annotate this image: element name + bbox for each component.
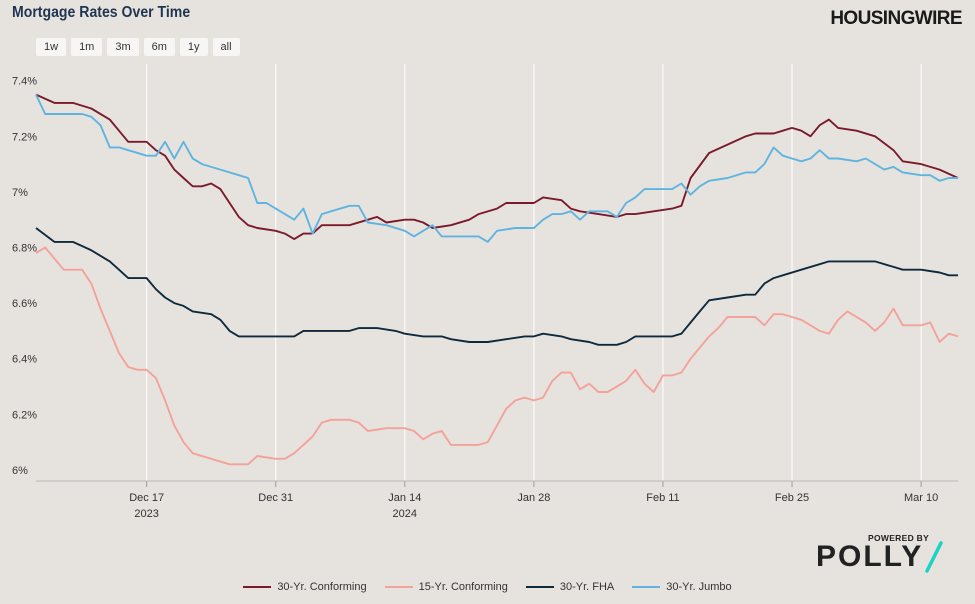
range-6m-button[interactable]: 6m bbox=[143, 38, 175, 56]
slash-icon bbox=[925, 541, 944, 573]
chart-title: Mortgage Rates Over Time bbox=[12, 4, 191, 21]
x-tick-label: Feb 25 bbox=[775, 492, 809, 504]
legend-item-30yr-jumbo[interactable]: 30-Yr. Jumbo bbox=[632, 581, 732, 593]
x-tick-year-label: 2024 bbox=[393, 508, 417, 520]
legend-label: 30-Yr. FHA bbox=[559, 581, 615, 593]
x-tick-label: Jan 28 bbox=[517, 492, 550, 504]
series-line bbox=[35, 246, 959, 466]
legend-label: 30-Yr. Jumbo bbox=[666, 581, 732, 593]
legend-label: 30-Yr. Conforming bbox=[277, 581, 367, 593]
x-tick-label: Feb 11 bbox=[646, 492, 679, 504]
y-tick-label: 7% bbox=[12, 187, 28, 199]
x-tick-label: Mar 10 bbox=[904, 492, 938, 504]
y-tick-label: 7.4% bbox=[12, 76, 37, 88]
x-tick-label: Jan 14 bbox=[388, 492, 421, 504]
legend-swatch bbox=[525, 586, 554, 588]
x-tick-label: Dec 31 bbox=[258, 492, 293, 504]
y-tick-label: 6% bbox=[12, 465, 28, 477]
legend-swatch bbox=[632, 586, 661, 588]
range-1y-button[interactable]: 1y bbox=[179, 38, 208, 56]
series-line bbox=[35, 93, 959, 241]
y-tick-label: 6.4% bbox=[12, 354, 37, 366]
x-tick-year-label: 2023 bbox=[134, 508, 158, 520]
legend-swatch bbox=[384, 586, 413, 588]
y-tick-label: 6.6% bbox=[12, 298, 37, 310]
range-1w-button[interactable]: 1w bbox=[36, 38, 67, 56]
range-1m-button[interactable]: 1m bbox=[71, 38, 103, 56]
y-tick-label: 6.2% bbox=[12, 409, 37, 421]
y-tick-label: 6.8% bbox=[12, 242, 37, 254]
x-tick-label: Dec 17 bbox=[129, 492, 164, 504]
polly-wordmark: POLLY bbox=[816, 540, 924, 573]
powered-by-label: POWERED BY bbox=[868, 533, 930, 543]
chart-legend: 30-Yr. Conforming 15-Yr. Conforming 30-Y… bbox=[0, 581, 975, 593]
legend-item-15yr-conforming[interactable]: 15-Yr. Conforming bbox=[384, 581, 508, 593]
housingwire-logo: HOUSINGWIRE bbox=[830, 8, 962, 29]
legend-label: 15-Yr. Conforming bbox=[418, 581, 508, 593]
range-3m-button[interactable]: 3m bbox=[107, 38, 139, 56]
legend-item-30yr-conforming[interactable]: 30-Yr. Conforming bbox=[243, 581, 367, 593]
series-line bbox=[35, 227, 958, 346]
legend-item-30yr-fha[interactable]: 30-Yr. FHA bbox=[525, 581, 615, 593]
range-all-button[interactable]: all bbox=[212, 38, 240, 56]
polly-logo: POLLY bbox=[816, 540, 944, 574]
range-selector: 1w 1m 3m 6m 1y all bbox=[36, 38, 240, 56]
y-tick-label: 7.2% bbox=[12, 131, 37, 143]
series-line bbox=[35, 94, 958, 243]
legend-swatch bbox=[243, 586, 272, 588]
